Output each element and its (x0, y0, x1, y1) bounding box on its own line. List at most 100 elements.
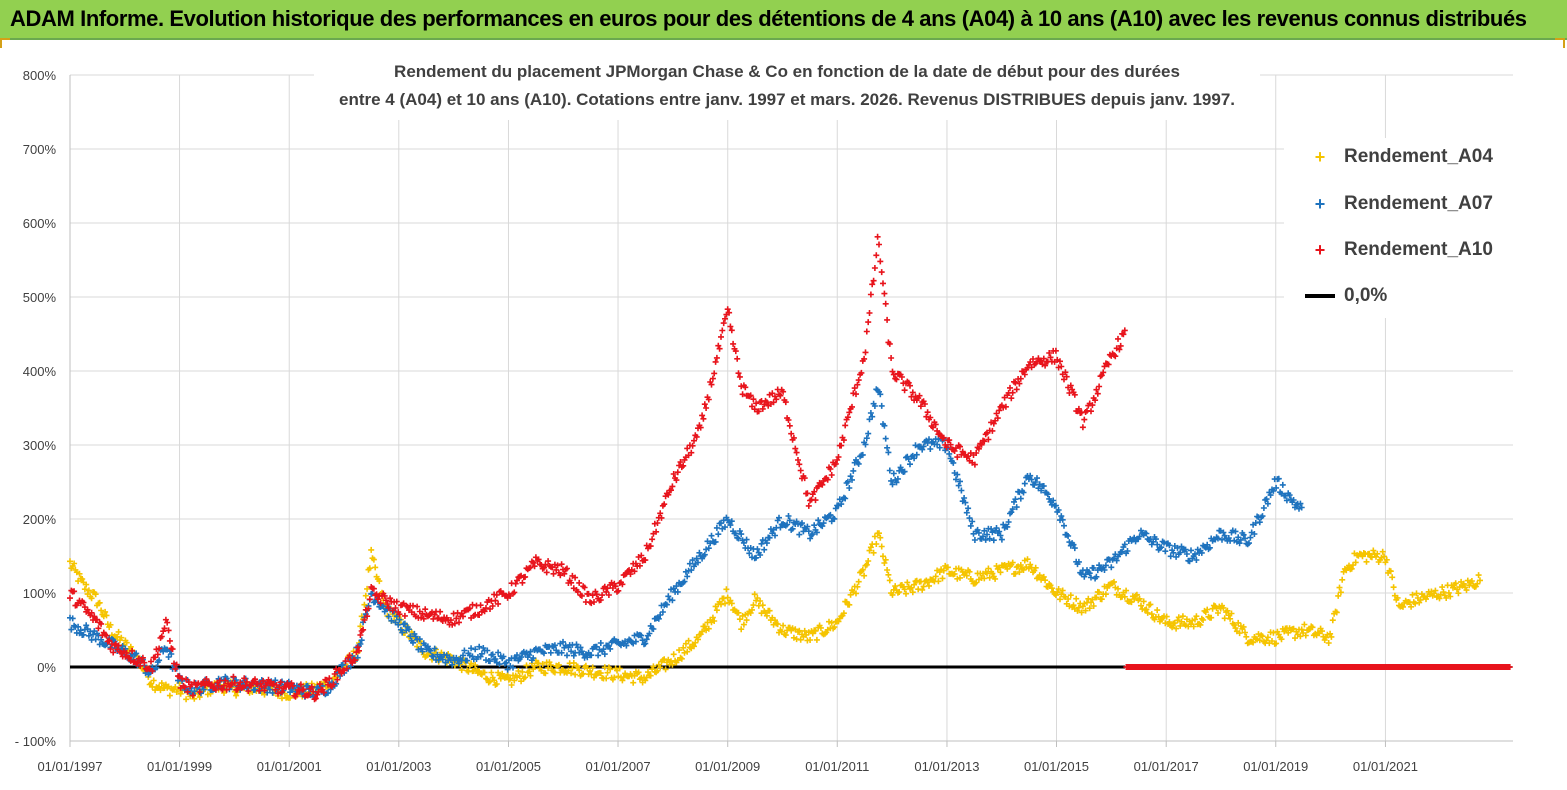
data-point (989, 427, 996, 434)
y-tick-label: 400% (23, 364, 57, 379)
data-point (759, 602, 766, 609)
data-point (1273, 484, 1280, 491)
data-point (1259, 633, 1266, 640)
data-point (383, 597, 389, 604)
data-point (393, 598, 400, 605)
data-point (597, 597, 604, 603)
data-point (1028, 476, 1035, 483)
data-point (377, 600, 384, 607)
data-point (468, 645, 475, 652)
data-point (861, 355, 868, 362)
data-point (772, 617, 778, 624)
data-point (243, 678, 250, 685)
data-point (1236, 540, 1243, 547)
data-point (1093, 594, 1100, 601)
data-point (1070, 602, 1077, 609)
data-point (1007, 384, 1013, 391)
data-point (1400, 603, 1406, 610)
data-point (1256, 519, 1263, 526)
data-point (697, 424, 704, 431)
data-point (1275, 475, 1282, 482)
data-point (115, 642, 122, 649)
data-point (221, 690, 227, 696)
data-point (678, 655, 685, 662)
data-point (1463, 587, 1470, 594)
data-point (790, 434, 797, 441)
data-point (639, 637, 646, 644)
data-point (81, 586, 88, 593)
data-point (401, 612, 408, 619)
data-point (719, 327, 726, 334)
data-point (512, 580, 519, 587)
legend-item-a04: + Rendement_A04 (1302, 146, 1493, 168)
data-point (961, 495, 968, 501)
data-point (1113, 557, 1120, 564)
data-point (256, 687, 263, 694)
data-point (965, 453, 972, 460)
data-point (492, 656, 499, 662)
data-point (539, 661, 546, 667)
data-point (1090, 565, 1097, 571)
data-point (203, 676, 210, 682)
data-point (1246, 540, 1252, 547)
data-point (495, 649, 502, 656)
data-point (982, 536, 989, 543)
data-point (1278, 636, 1285, 643)
data-point (310, 688, 317, 695)
data-point (1267, 492, 1274, 499)
data-point (1133, 591, 1140, 598)
data-point (484, 647, 491, 654)
data-point (936, 444, 943, 451)
data-point (971, 461, 978, 468)
data-point (388, 617, 395, 624)
data-point (366, 596, 373, 603)
legend-label-a10: Rendement_A10 (1344, 239, 1493, 260)
x-tick-label: 01/01/2013 (914, 759, 979, 774)
data-point (636, 562, 643, 569)
data-point (668, 487, 674, 494)
data-point (673, 477, 680, 484)
data-point (691, 643, 697, 650)
data-point (572, 574, 579, 581)
data-point (934, 441, 941, 448)
data-point (792, 445, 799, 452)
data-point (1215, 610, 1221, 616)
data-point (846, 601, 853, 608)
data-point (1270, 629, 1277, 636)
data-point (572, 671, 579, 678)
data-point (1131, 596, 1138, 602)
data-point (600, 646, 607, 653)
data-point (85, 632, 92, 639)
data-point (460, 652, 466, 659)
data-point (1070, 541, 1077, 548)
data-point (158, 680, 165, 687)
legend-item-zero: 0,0% (1302, 285, 1387, 307)
data-point (1390, 584, 1397, 591)
data-point (909, 389, 916, 396)
data-point (368, 546, 375, 553)
data-point (166, 637, 173, 644)
data-point (79, 576, 86, 582)
data-point (844, 478, 851, 485)
data-point (1032, 479, 1039, 485)
data-point (1136, 595, 1143, 602)
data-point (439, 656, 446, 663)
data-point (191, 695, 198, 702)
data-point (92, 636, 99, 643)
data-point (580, 670, 587, 677)
data-point (669, 661, 676, 668)
data-point (1439, 584, 1446, 591)
data-point (1445, 589, 1452, 596)
data-point (1078, 609, 1085, 616)
data-point (487, 658, 493, 665)
data-point (844, 414, 851, 421)
data-point (287, 694, 294, 701)
data-point (811, 488, 818, 495)
data-point (597, 670, 604, 677)
data-point (854, 583, 861, 590)
data-point (1279, 481, 1286, 488)
data-point (994, 415, 1001, 422)
data-point (859, 451, 866, 458)
data-point (410, 639, 416, 646)
data-point (410, 602, 416, 609)
